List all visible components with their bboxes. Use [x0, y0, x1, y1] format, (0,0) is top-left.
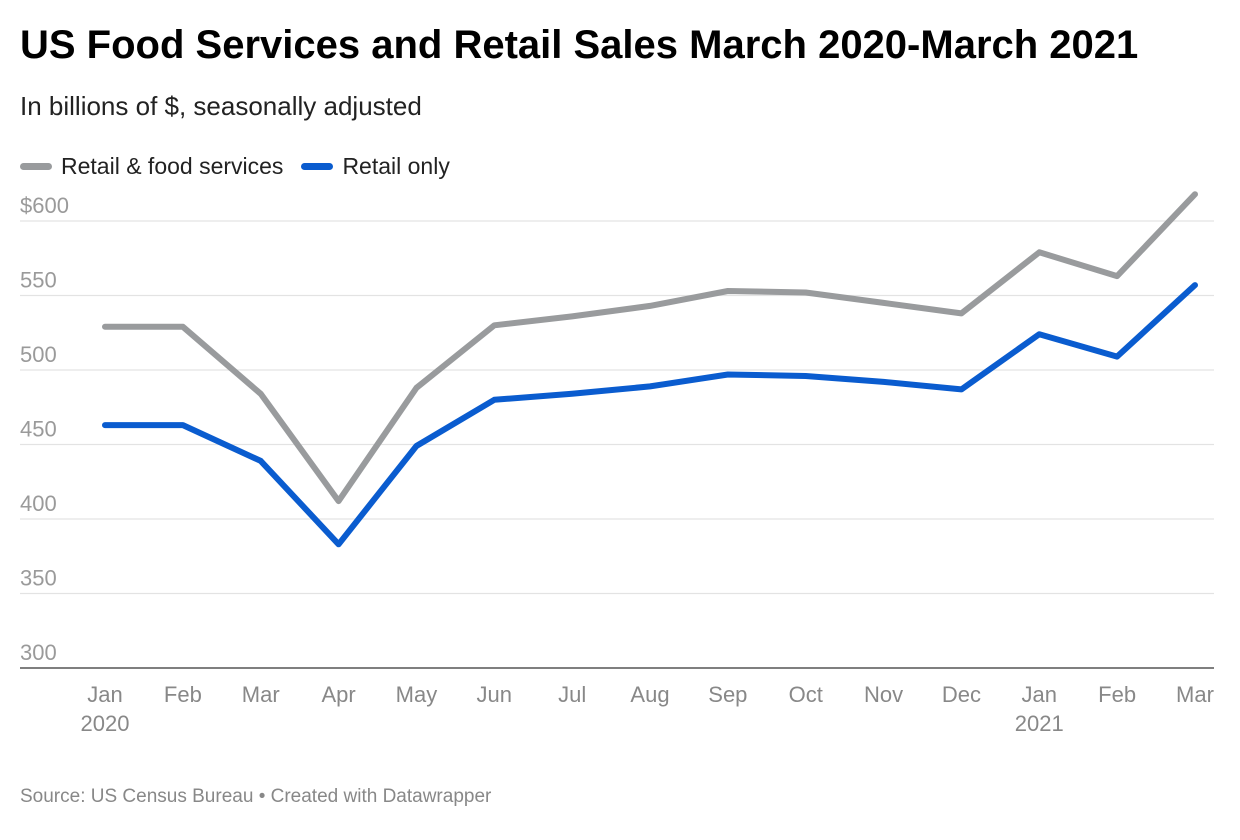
y-tick-label: 300 — [20, 640, 57, 665]
x-tick-label: Feb — [164, 682, 202, 707]
y-tick-label: 500 — [20, 342, 57, 367]
x-axis-tick-labels: Jan 2020 Feb Mar Apr May Jun Jul Aug Sep Oct Nov Dec… — [81, 682, 1214, 736]
x-tick-label: Feb — [1098, 682, 1136, 707]
series-lines — [102, 191, 1198, 548]
x-tick-label: Jan — [1022, 682, 1057, 707]
series-line-retail-only — [102, 282, 1198, 548]
legend-label-retail-only: Retail only — [342, 152, 450, 179]
x-tick-label: Jun — [477, 682, 512, 707]
x-tick-year-label: 2021 — [1015, 711, 1064, 736]
y-tick-label: 400 — [20, 491, 57, 516]
x-tick-label: Mar — [1176, 682, 1214, 707]
legend-swatch-retail-only — [301, 162, 334, 170]
x-tick-year-label: 2020 — [81, 711, 130, 736]
legend-item-retail-only: Retail only — [301, 152, 450, 180]
y-tick-label: 550 — [20, 268, 57, 293]
chart-subtitle: In billions of $, seasonally adjusted — [20, 91, 422, 121]
legend-item-retail-food-services: Retail & food services — [20, 153, 283, 180]
x-tick-label: Dec — [942, 682, 981, 707]
y-tick-label: $600 — [20, 193, 69, 218]
source-note: Source: US Census Bureau — [20, 786, 254, 807]
x-tick-label: Sep — [708, 682, 747, 707]
x-tick-label: Nov — [864, 682, 903, 707]
y-axis-tick-labels: 300 350 400 450 500 550 $600 — [20, 193, 69, 665]
chart-title: US Food Services and Retail Sales March … — [20, 23, 1139, 67]
credit-note: Created with Datawrapper — [270, 786, 492, 807]
legend-label-retail-food-services: Retail & food services — [61, 152, 284, 179]
line-chart: 300 350 400 450 500 550 $600 Jan 2020 Feb Mar Apr M… — [20, 191, 1214, 736]
y-tick-label: 350 — [20, 566, 57, 591]
legend-swatch-retail-food-services — [20, 162, 52, 170]
chart-footer: Source: US Census Bureau • Created with … — [20, 785, 491, 809]
x-tick-label: May — [396, 682, 438, 707]
x-tick-label: Mar — [242, 682, 280, 707]
series-line-retail-food-services — [102, 191, 1198, 505]
y-tick-label: 450 — [20, 417, 57, 442]
legend: Retail & food services Retail only — [20, 150, 468, 182]
x-tick-label: Jan — [87, 682, 122, 707]
footer-separator: • — [258, 786, 266, 807]
x-tick-label: Aug — [630, 682, 669, 707]
x-tick-label: Oct — [789, 682, 823, 707]
gridlines — [20, 220, 1214, 669]
x-tick-label: Apr — [321, 682, 355, 707]
x-tick-label: Jul — [558, 682, 586, 707]
